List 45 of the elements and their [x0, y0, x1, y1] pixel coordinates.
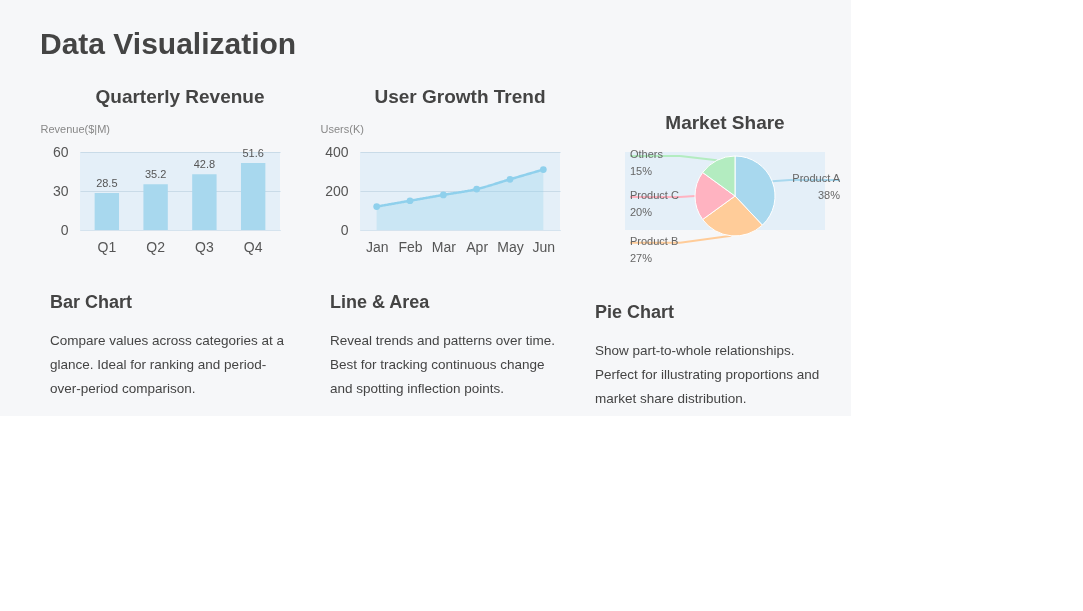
y-tick-label: 0 — [340, 221, 349, 238]
x-tick-label: Jun — [532, 238, 556, 255]
x-tick-label: Q4 — [243, 238, 263, 255]
data-label: 42.8 — [193, 158, 216, 171]
slice-label: Product C — [630, 189, 679, 201]
x-tick-label: Mar — [431, 238, 457, 255]
text: Compare values across categories at a — [50, 333, 285, 348]
x-tick-label: Q2 — [146, 238, 166, 255]
y-axis-title: Revenue($|M) — [40, 122, 110, 135]
chart-title: Quarterly Revenue — [95, 86, 265, 107]
y-tick-label: 400 — [325, 143, 349, 160]
legend-label: Others — [630, 148, 664, 161]
text: Reveal trends and patterns over time. — [330, 333, 556, 348]
y-tick-label: 60 — [52, 143, 69, 160]
text: Pie Chart — [595, 302, 675, 322]
data-label: 28.5 — [96, 176, 118, 189]
text: and spotting inflection points. — [330, 381, 505, 396]
x-tick-label: Feb — [398, 238, 423, 255]
text: Line & Area — [330, 292, 431, 312]
x-tick-label: Jan — [365, 238, 389, 255]
text: Bar Chart — [50, 292, 133, 312]
x-tick-label: May — [497, 238, 524, 255]
y-axis-title: Users(K) — [320, 122, 364, 135]
text: glance. Ideal for ranking and period- — [50, 357, 267, 372]
y-tick-label: 30 — [52, 182, 69, 199]
data-label: 51.6 — [242, 146, 264, 159]
data-label: 20% — [630, 206, 653, 218]
x-tick-label: Q3 — [195, 238, 214, 255]
text: over-period comparison. — [50, 381, 196, 396]
x-tick-label: Apr — [466, 238, 489, 255]
data-label: 35.2 — [144, 168, 167, 181]
y-tick-label: 0 — [60, 221, 69, 238]
text: Best for tracking continuous change — [330, 357, 545, 372]
text: market share distribution. — [595, 391, 747, 406]
slice-label: Product A — [792, 172, 841, 185]
chart-title: Market Share — [665, 112, 785, 134]
y-tick-label: 200 — [325, 182, 349, 199]
data-label: 27% — [630, 251, 653, 264]
text: Perfect for illustrating proportions and — [595, 367, 820, 382]
chart-title: User Growth Trend — [374, 86, 546, 107]
data-label: 15% — [630, 165, 653, 178]
data-label: 38% — [817, 189, 841, 202]
x-tick-label: Q1 — [97, 238, 117, 255]
text: Show part-to-whole relationships. — [595, 343, 795, 358]
text: Data Visualization — [40, 27, 297, 60]
